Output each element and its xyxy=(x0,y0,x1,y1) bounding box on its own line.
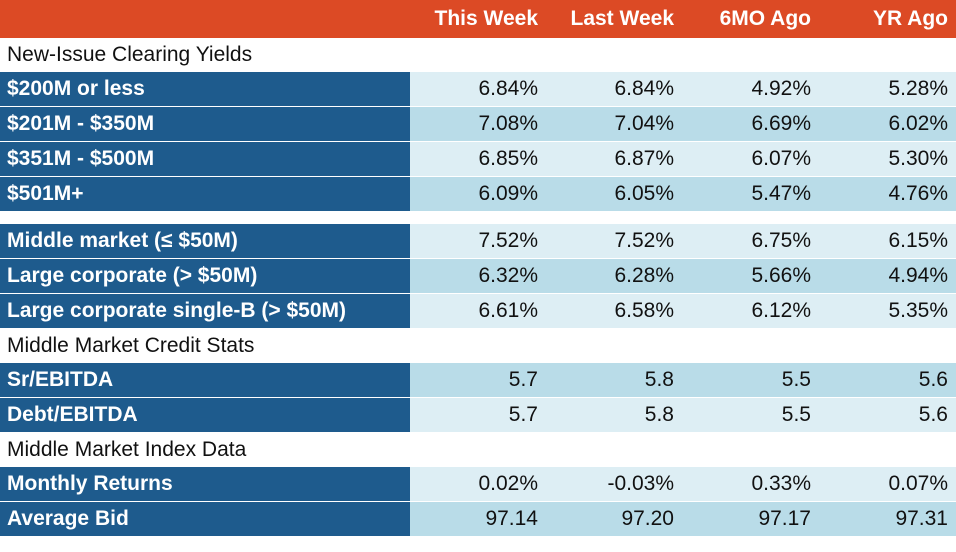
row-label: Middle market (≤ $50M) xyxy=(0,224,410,259)
cell-6mo-ago: 0.33% xyxy=(682,467,819,502)
table-row: Sr/EBITDA 5.7 5.8 5.5 5.6 xyxy=(0,363,956,398)
cell-yr-ago: 6.02% xyxy=(819,106,956,142)
cell-6mo-ago: 5.5 xyxy=(682,397,819,433)
cell-last-week: 6.84% xyxy=(546,72,682,107)
cell-6mo-ago: 6.07% xyxy=(682,141,819,177)
col-header-6mo-ago: 6MO Ago xyxy=(682,0,819,38)
col-header-this-week: This Week xyxy=(410,0,546,38)
cell-this-week: 6.32% xyxy=(410,258,546,294)
row-label: Monthly Returns xyxy=(0,467,410,502)
cell-this-week: 6.09% xyxy=(410,176,546,212)
cell-this-week: 7.52% xyxy=(410,224,546,259)
cell-yr-ago: 5.6 xyxy=(819,363,956,398)
row-label: Large corporate single-B (> $50M) xyxy=(0,293,410,329)
section-title-row: Middle Market Credit Stats xyxy=(0,328,956,363)
row-label: $200M or less xyxy=(0,72,410,107)
cell-6mo-ago: 6.75% xyxy=(682,224,819,259)
table-row: Large corporate single-B (> $50M) 6.61% … xyxy=(0,293,956,329)
cell-last-week: 6.87% xyxy=(546,141,682,177)
cell-this-week: 97.14 xyxy=(410,501,546,537)
row-label: Average Bid xyxy=(0,501,410,537)
cell-yr-ago: 6.15% xyxy=(819,224,956,259)
section-title-credit-stats: Middle Market Credit Stats xyxy=(0,328,956,363)
header-row: This Week Last Week 6MO Ago YR Ago xyxy=(0,0,956,38)
row-label: $351M - $500M xyxy=(0,141,410,177)
table-row: $501M+ 6.09% 6.05% 5.47% 4.76% xyxy=(0,176,956,212)
cell-last-week: 6.28% xyxy=(546,258,682,294)
row-label: Sr/EBITDA xyxy=(0,363,410,398)
row-label: Large corporate (> $50M) xyxy=(0,258,410,294)
cell-last-week: 5.8 xyxy=(546,363,682,398)
cell-last-week: 7.04% xyxy=(546,106,682,142)
row-label: $201M - $350M xyxy=(0,106,410,142)
cell-yr-ago: 4.94% xyxy=(819,258,956,294)
cell-last-week: 7.52% xyxy=(546,224,682,259)
table-row: Large corporate (> $50M) 6.32% 6.28% 5.6… xyxy=(0,258,956,294)
section-title-index-data: Middle Market Index Data xyxy=(0,432,956,467)
table-row: Monthly Returns 0.02% -0.03% 0.33% 0.07% xyxy=(0,467,956,502)
cell-yr-ago: 5.35% xyxy=(819,293,956,329)
cell-6mo-ago: 5.66% xyxy=(682,258,819,294)
cell-yr-ago: 97.31 xyxy=(819,501,956,537)
cell-this-week: 5.7 xyxy=(410,397,546,433)
col-header-yr-ago: YR Ago xyxy=(819,0,956,38)
cell-6mo-ago: 5.47% xyxy=(682,176,819,212)
table-row: Middle market (≤ $50M) 7.52% 7.52% 6.75%… xyxy=(0,224,956,259)
yields-table: This Week Last Week 6MO Ago YR Ago New-I… xyxy=(0,0,956,537)
header-corner xyxy=(0,0,410,38)
cell-last-week: 5.8 xyxy=(546,397,682,433)
cell-yr-ago: 4.76% xyxy=(819,176,956,212)
cell-last-week: 6.58% xyxy=(546,293,682,329)
cell-this-week: 7.08% xyxy=(410,106,546,142)
spacer-cell xyxy=(0,211,956,224)
cell-yr-ago: 5.28% xyxy=(819,72,956,107)
cell-last-week: 6.05% xyxy=(546,176,682,212)
table-row: Debt/EBITDA 5.7 5.8 5.5 5.6 xyxy=(0,397,956,433)
row-label: $501M+ xyxy=(0,176,410,212)
cell-yr-ago: 0.07% xyxy=(819,467,956,502)
section-title-new-issue: New-Issue Clearing Yields xyxy=(0,38,956,72)
cell-last-week: 97.20 xyxy=(546,501,682,537)
cell-yr-ago: 5.6 xyxy=(819,397,956,433)
table-row: Average Bid 97.14 97.20 97.17 97.31 xyxy=(0,501,956,537)
table-row: $351M - $500M 6.85% 6.87% 6.07% 5.30% xyxy=(0,141,956,177)
row-label: Debt/EBITDA xyxy=(0,397,410,433)
cell-this-week: 6.61% xyxy=(410,293,546,329)
table-row: $201M - $350M 7.08% 7.04% 6.69% 6.02% xyxy=(0,106,956,142)
cell-6mo-ago: 6.69% xyxy=(682,106,819,142)
section-title-row: New-Issue Clearing Yields xyxy=(0,38,956,72)
section-spacer xyxy=(0,211,956,224)
cell-6mo-ago: 97.17 xyxy=(682,501,819,537)
cell-6mo-ago: 4.92% xyxy=(682,72,819,107)
col-header-last-week: Last Week xyxy=(546,0,682,38)
table-row: $200M or less 6.84% 6.84% 4.92% 5.28% xyxy=(0,72,956,107)
cell-6mo-ago: 5.5 xyxy=(682,363,819,398)
cell-this-week: 0.02% xyxy=(410,467,546,502)
cell-6mo-ago: 6.12% xyxy=(682,293,819,329)
cell-yr-ago: 5.30% xyxy=(819,141,956,177)
cell-this-week: 5.7 xyxy=(410,363,546,398)
section-title-row: Middle Market Index Data xyxy=(0,432,956,467)
cell-this-week: 6.84% xyxy=(410,72,546,107)
cell-this-week: 6.85% xyxy=(410,141,546,177)
cell-last-week: -0.03% xyxy=(546,467,682,502)
